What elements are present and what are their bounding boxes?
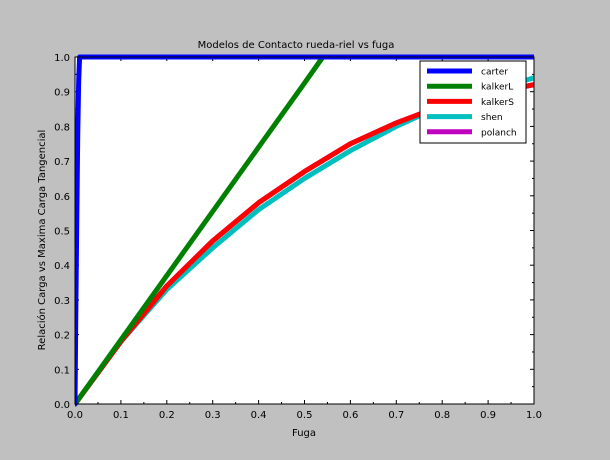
y-tick-label: 0.1 xyxy=(54,365,70,376)
chart-title: Modelos de Contacto rueda-riel vs fuga xyxy=(198,40,395,51)
x-axis-label: Fuga xyxy=(292,428,316,439)
legend-label-kalkerS: kalkerS xyxy=(481,98,514,108)
y-tick-label: 0.6 xyxy=(54,192,70,203)
y-tick-label: 0.5 xyxy=(54,227,70,238)
y-tick-label: 0.4 xyxy=(54,261,70,272)
y-tick-label: 0.9 xyxy=(54,88,70,99)
y-tick-label: 0.0 xyxy=(54,400,70,411)
legend: carter kalkerL kalkerS shen polanch xyxy=(419,60,527,144)
tick-labels: 0.0 0.1 0.2 0.3 0.4 0.5 0.6 0.7 0.8 0.9 1.0 0.0 0.1 0… xyxy=(54,53,542,421)
y-axis-label: Relación Carga vs Maxima Carga Tangencia… xyxy=(36,130,48,351)
y-tick-label: 0.2 xyxy=(54,331,70,342)
legend-label-polanch: polanch xyxy=(481,128,517,138)
legend-label-kalkerL: kalkerL xyxy=(481,83,513,93)
x-tick-label: 1.0 xyxy=(526,410,542,421)
x-tick-label: 0.2 xyxy=(159,410,175,421)
legend-label-shen: shen xyxy=(481,113,503,123)
y-tick-label: 0.7 xyxy=(54,157,70,168)
x-tick-label: 0.1 xyxy=(113,410,129,421)
x-tick-label: 0.9 xyxy=(480,410,496,421)
x-tick-label: 0.4 xyxy=(251,410,267,421)
y-tick-label: 1.0 xyxy=(54,53,70,64)
x-tick-label: 0.0 xyxy=(67,410,83,421)
plot-frame xyxy=(74,56,535,405)
y-tick-label: 0.3 xyxy=(54,296,70,307)
x-tick-label: 0.8 xyxy=(434,410,450,421)
y-tick-label: 0.8 xyxy=(54,122,70,133)
x-tick-label: 0.3 xyxy=(205,410,221,421)
legend-label-carter: carter xyxy=(481,68,508,78)
x-tick-label: 0.7 xyxy=(388,410,404,421)
x-tick-label: 0.6 xyxy=(342,410,358,421)
x-tick-label: 0.5 xyxy=(297,410,313,421)
